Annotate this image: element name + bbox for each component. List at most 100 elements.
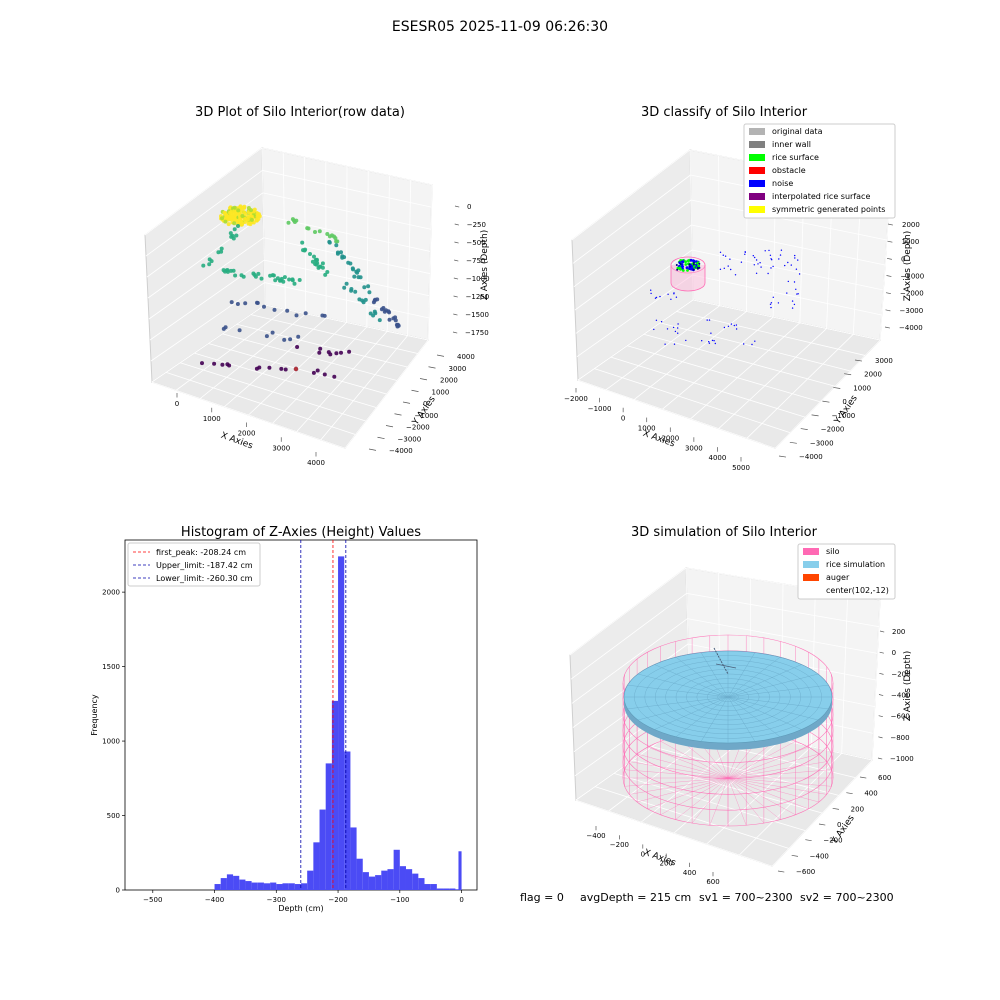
panel1-point [228, 210, 233, 215]
panel2-point [753, 264, 755, 266]
panel1-point [243, 212, 248, 217]
panel1-point [372, 309, 377, 314]
panel2-point [735, 324, 738, 326]
panel3-y-tick: 1000 [102, 738, 120, 746]
panel2-x-tick: 4000 [709, 454, 727, 462]
panel2-point [770, 258, 772, 260]
grid-line [575, 249, 693, 334]
rice-mesh-spoke [727, 696, 756, 742]
panel2-y-tick-mark [822, 400, 830, 403]
rice-mesh-spoke [727, 673, 819, 698]
silo-floor-spoke [691, 777, 729, 824]
panel1-point [234, 233, 239, 238]
panel2-point [714, 342, 716, 345]
panel2-point [672, 326, 675, 329]
panel4-z-tick: 0 [892, 649, 896, 657]
panel2-point [664, 343, 666, 345]
grid-line [718, 328, 827, 429]
panel2-point [795, 268, 798, 270]
panel1-x-tick: 2000 [238, 430, 256, 438]
silo-floor-spoke [647, 777, 729, 810]
panel2-z-tick-mark [887, 223, 893, 226]
panel3-y-tick: 2000 [102, 589, 120, 597]
panel3-x-tick: −400 [205, 896, 224, 904]
panel1-z-tick-mark [454, 259, 459, 262]
panel3-legend-label: Upper_limit: -187.42 cm [156, 561, 253, 570]
panel4-z-tick-mark [878, 715, 883, 718]
panel2-y-tick-mark [844, 373, 852, 376]
panel1-z-tick: 0 [467, 203, 471, 211]
grid-line [594, 786, 789, 849]
rice-mesh-spoke [727, 664, 802, 698]
silo-floor-spoke [624, 769, 729, 779]
auger-arm [715, 663, 737, 669]
panel1-zlabel: Z Axies (Depth) [480, 230, 490, 301]
panel1-point [305, 226, 310, 231]
grid-line [427, 184, 433, 341]
panel2-point [743, 343, 745, 345]
grid-line [150, 282, 265, 362]
panel1-z-tick-mark [453, 313, 458, 316]
panel2-z-tick: 0 [901, 255, 905, 263]
panel2-point [708, 319, 711, 321]
panel2-point [673, 343, 676, 345]
panel1-point [303, 247, 308, 252]
panel1-point [254, 366, 259, 371]
panel1-y-tick: 2000 [440, 377, 458, 385]
panel1-point [232, 205, 237, 210]
panel1-point [200, 361, 204, 366]
panel1-point [334, 243, 339, 248]
panel1-x-tick: 4000 [307, 459, 325, 467]
panel4-x-tick: 200 [660, 860, 673, 868]
panel1-point [257, 214, 262, 219]
panel1-point [240, 221, 245, 226]
panel3-x-tick: −200 [328, 896, 347, 904]
panel2-point [791, 307, 794, 309]
panel2-point [684, 260, 687, 264]
panel2-point [692, 263, 695, 266]
panel1-z-tick-mark [454, 241, 459, 244]
panel1-y-tick-mark [436, 354, 445, 357]
panel1-point [240, 214, 245, 218]
grid-line [575, 799, 773, 867]
histogram-bar [443, 888, 450, 890]
panel1-y-tick: −4000 [389, 447, 413, 455]
panel4-y-tick-mark [777, 870, 785, 873]
grid-line [572, 174, 691, 264]
panel4-z-tick: −800 [890, 734, 909, 742]
histogram-bar [375, 875, 382, 890]
grid-line [149, 259, 265, 341]
grid-line [692, 299, 881, 341]
panel1-point [225, 268, 230, 273]
histogram-bar [220, 878, 227, 890]
panel3-x-tick: 0 [459, 896, 463, 904]
panel1-point [327, 234, 332, 239]
silo-floor-spoke [727, 761, 827, 779]
panel1-point [228, 231, 233, 236]
panel2-point [660, 321, 663, 323]
panel2-z-tick: −3000 [900, 307, 924, 315]
panel2-z-tick-mark [886, 275, 892, 277]
panel1-point [224, 214, 229, 219]
panel2-point [797, 293, 799, 295]
histogram-bar [399, 866, 406, 890]
panel1-point [314, 258, 319, 263]
silo-floor-spoke [709, 777, 729, 826]
panel2-point [727, 265, 729, 267]
panel2-point [791, 300, 794, 302]
panel2-point [770, 267, 772, 269]
panel2-legend-label: noise [772, 179, 793, 188]
panel1-point [296, 334, 301, 339]
panel1-point [236, 224, 240, 228]
status-sv2: sv2 = 700~2300 [800, 891, 894, 904]
grid-line [304, 157, 307, 314]
panel2-legend-label: obstacle [772, 166, 806, 175]
panel1-z-tick-mark [453, 295, 458, 298]
panel1-point [235, 302, 240, 306]
panel2-point [760, 266, 762, 268]
panel1-y-tick: 4000 [457, 353, 475, 361]
status-sv1: sv1 = 700~2300 [699, 891, 793, 904]
panel2-legend-swatch [749, 206, 765, 213]
panel1-point [201, 263, 206, 268]
